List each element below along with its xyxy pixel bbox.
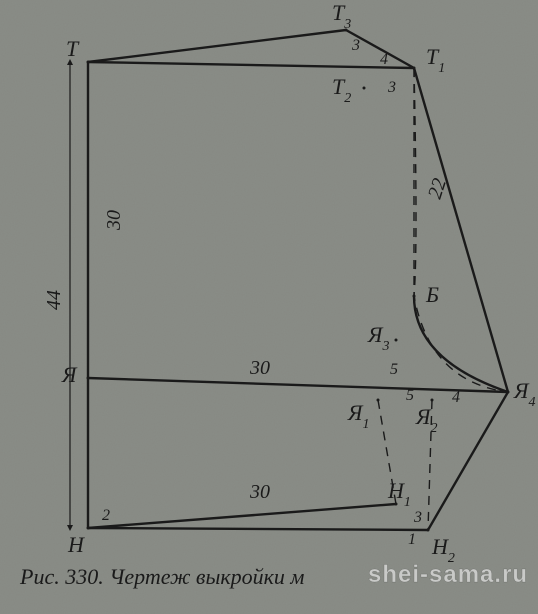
pt-Ya2 [431,399,434,402]
figure-caption: Рис. 330. Чертеж выкройки м [19,564,304,589]
small-5: 4 [452,389,460,406]
pt-Ya3 [395,339,398,342]
pt-T [87,61,90,64]
pattern-diagram: 4430303022 343554231 ТТ3Т1Т2БЯЯ3Я1Я2Я4НН… [0,0,538,614]
small-6: 2 [102,507,110,524]
dim-44-0: 44 [43,290,65,310]
dim-30-2: 30 [249,357,270,379]
pt-N2 [427,529,430,532]
small-3: 5 [390,361,398,378]
background [0,0,538,614]
small-7: 3 [413,509,422,526]
dim-30-3: 30 [249,481,270,503]
small-8: 1 [408,531,416,548]
lbl-B: Б [425,282,439,307]
pt-Ya4 [507,391,510,394]
lbl-Ya: Я [61,362,78,387]
lbl-T: Т [66,36,80,61]
lbl-N: Н [67,532,85,557]
small-2: 3 [387,79,396,96]
pt-T1 [413,67,416,70]
pt-Ya [87,377,90,380]
pt-Ya1 [377,399,380,402]
watermark: shei-sama.ru [368,561,528,588]
pt-N [87,527,90,530]
small-0: 3 [351,37,360,54]
small-4: 5 [406,387,414,404]
dim-30-1: 30 [103,210,125,231]
small-1: 4 [380,51,388,68]
pt-T2 [363,87,366,90]
pt-B [413,295,416,298]
